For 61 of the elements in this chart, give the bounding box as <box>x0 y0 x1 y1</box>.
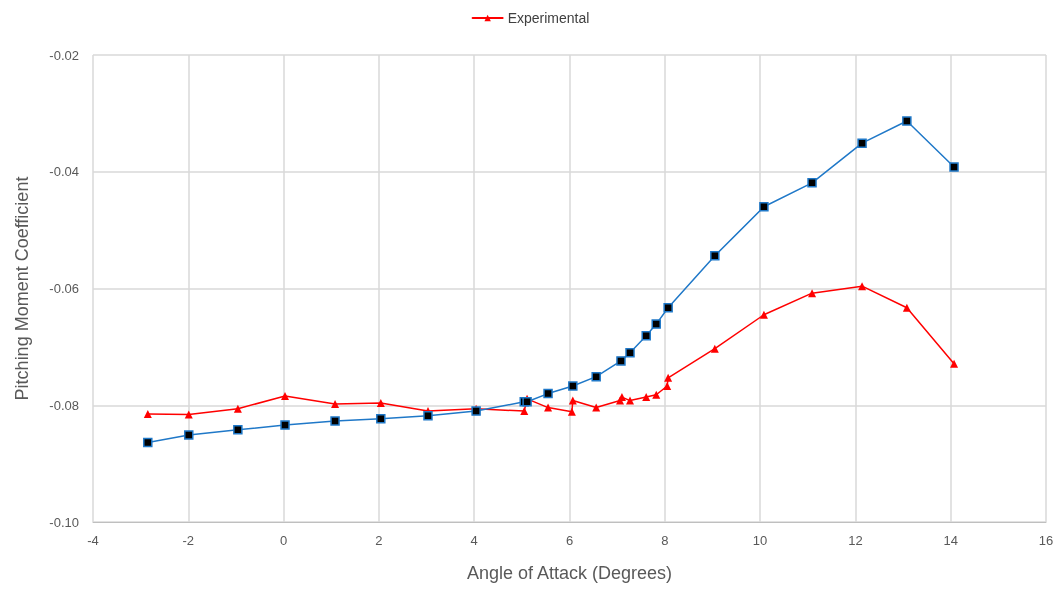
y-tick-label: -0.08 <box>49 397 79 413</box>
point <box>710 344 719 353</box>
y-tick-label: -0.02 <box>49 47 79 63</box>
point <box>568 381 578 391</box>
point <box>710 251 720 261</box>
point <box>184 410 193 419</box>
point <box>567 407 576 416</box>
x-tick-label: 14 <box>943 533 958 548</box>
x-tick-label: 6 <box>565 533 574 548</box>
point <box>592 403 601 412</box>
point <box>143 410 152 419</box>
y-tick-label: -0.10 <box>49 514 79 530</box>
legend-label: Experimental <box>507 10 590 26</box>
point <box>949 162 959 172</box>
point <box>544 403 553 412</box>
y-tick-label: -0.06 <box>49 281 79 296</box>
x-tick-label: 0 <box>279 533 288 548</box>
y-tick-label: -0.04 <box>49 164 79 180</box>
point <box>663 303 673 313</box>
point <box>143 437 153 448</box>
point <box>626 396 635 405</box>
x-tick-label: 2 <box>375 533 383 548</box>
point <box>663 381 672 390</box>
point <box>281 391 290 400</box>
point <box>641 331 651 341</box>
x-tick-label: 8 <box>661 533 669 548</box>
point <box>616 356 626 366</box>
point <box>950 359 959 368</box>
point <box>233 425 243 435</box>
point <box>423 411 433 421</box>
point <box>330 416 340 426</box>
point <box>568 396 577 405</box>
point <box>902 303 911 312</box>
x-tick-label: 10 <box>752 533 768 548</box>
point <box>664 373 673 382</box>
x-tick-label: -4 <box>87 533 99 548</box>
point <box>759 202 769 212</box>
point <box>280 420 290 430</box>
point <box>331 400 340 409</box>
x-tick-label: 4 <box>470 533 478 548</box>
point <box>543 388 553 399</box>
point <box>808 289 817 298</box>
point <box>652 390 661 399</box>
x-tick-label: 16 <box>1038 533 1054 548</box>
point <box>184 430 194 440</box>
x-axis-title: Angle of Attack (Degrees) <box>466 563 673 583</box>
y-axis-title: Pitching Moment Coefficient <box>12 176 32 401</box>
point <box>233 404 242 413</box>
point <box>858 282 867 291</box>
point <box>857 138 867 148</box>
point <box>376 398 385 407</box>
x-tick-label: 12 <box>848 533 863 548</box>
point <box>902 116 912 126</box>
point <box>376 413 386 424</box>
point <box>625 347 635 358</box>
x-tick-label: -2 <box>182 533 195 548</box>
point <box>642 393 651 402</box>
point <box>807 178 817 188</box>
point <box>651 319 661 329</box>
point <box>759 310 768 319</box>
point <box>591 371 601 382</box>
